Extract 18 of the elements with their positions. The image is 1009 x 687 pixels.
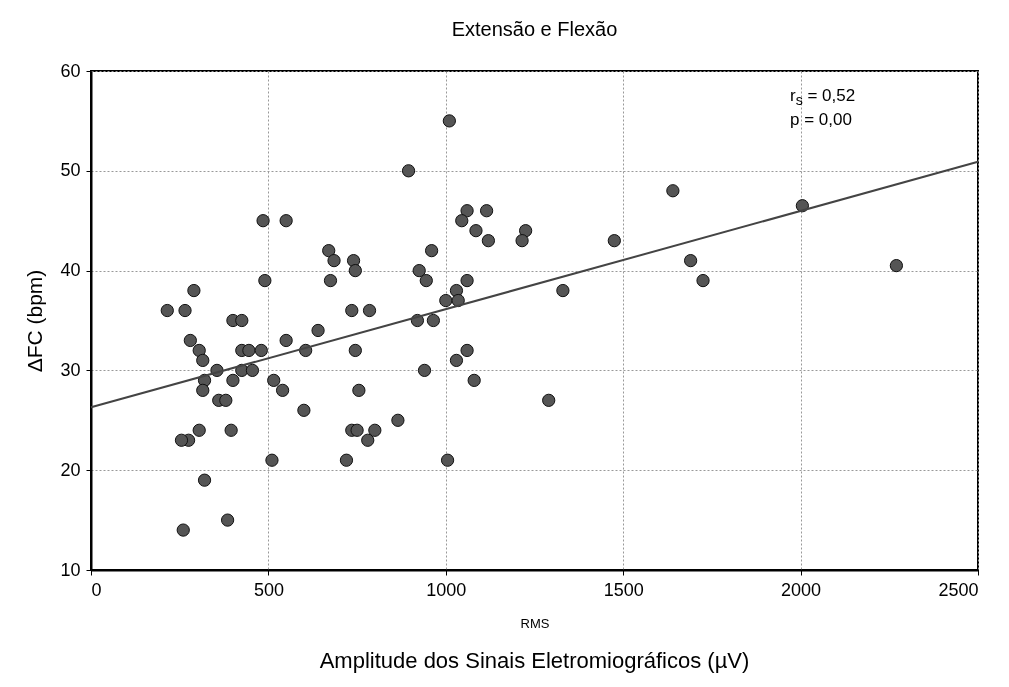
y-axis-title: ΔFC (bpm) bbox=[23, 269, 47, 373]
y-tick-label: 30 bbox=[60, 359, 81, 380]
y-tick-label: 50 bbox=[60, 160, 81, 181]
x-tick-label: 2500 bbox=[938, 579, 979, 600]
y-tick-label: 20 bbox=[60, 459, 81, 480]
x-tick-label: 1000 bbox=[426, 579, 467, 600]
x-axis-title: RMS bbox=[520, 615, 550, 631]
x-tick-label: 0 bbox=[91, 579, 102, 600]
y-tick-label: 10 bbox=[60, 559, 81, 580]
chart-title: Extensão e Flexão bbox=[451, 18, 618, 40]
text: Amplitude dos Sinais Eletromiográficos (µV) bbox=[318, 648, 751, 674]
x-tick-label: 1500 bbox=[603, 579, 644, 600]
annotation: p = 0,00 bbox=[790, 110, 852, 130]
annotation: r$_{s}$ = 0,52 bbox=[790, 86, 856, 109]
x-tick-label: 500 bbox=[253, 579, 284, 600]
y-tick-label: 60 bbox=[60, 60, 81, 81]
x-tick-label: 2000 bbox=[781, 579, 822, 600]
y-tick-label: 40 bbox=[60, 260, 81, 281]
